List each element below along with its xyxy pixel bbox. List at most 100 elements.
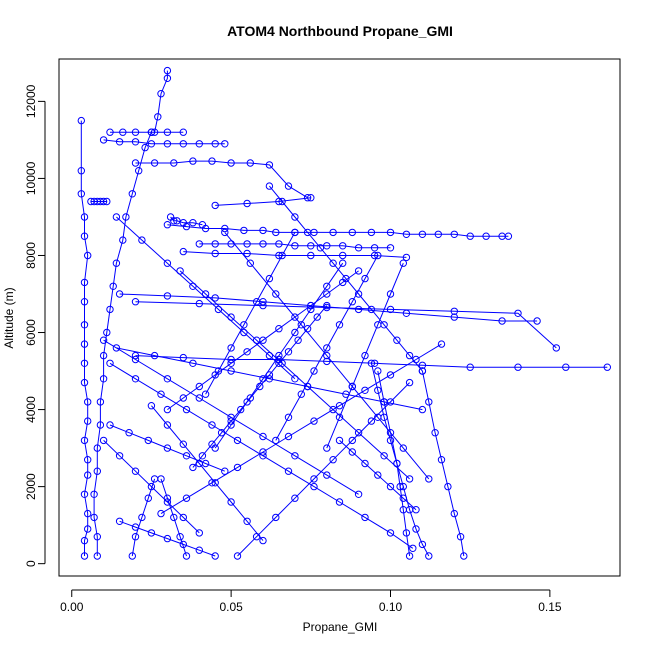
data-point [138, 236, 146, 244]
data-point [265, 182, 274, 190]
series-line [224, 232, 430, 480]
series-trace [77, 116, 92, 560]
data-point [514, 363, 522, 371]
series-line [154, 70, 168, 133]
data-point [393, 336, 401, 344]
series-line [199, 243, 391, 249]
data-point [243, 517, 251, 525]
data-point [208, 157, 216, 165]
data-point [179, 219, 188, 227]
data-point [402, 253, 411, 262]
series-trace [179, 247, 411, 262]
data-point [214, 367, 223, 375]
data-point [80, 298, 89, 306]
data-point [115, 138, 124, 146]
series-trace [131, 157, 312, 202]
data-point [80, 359, 89, 367]
data-point [163, 66, 172, 75]
data-point [460, 552, 468, 560]
data-point [380, 452, 388, 460]
data-point [323, 471, 331, 479]
data-point [278, 197, 286, 206]
data-point [179, 140, 188, 148]
data-point [112, 213, 121, 221]
series-trace [221, 228, 433, 483]
data-point [348, 298, 356, 306]
data-point [115, 517, 124, 525]
data-point [291, 228, 299, 237]
data-point [466, 363, 474, 371]
data-point [131, 128, 140, 136]
data-point [323, 351, 331, 360]
data-point [425, 552, 433, 560]
data-point [405, 552, 414, 560]
data-point [361, 274, 369, 283]
series-trace [272, 251, 382, 445]
data-point [163, 375, 172, 383]
data-point [99, 197, 108, 206]
data-point [552, 344, 560, 352]
data-point [90, 513, 98, 522]
series-trace [176, 267, 414, 483]
series-line [151, 405, 264, 541]
data-point [393, 459, 401, 468]
data-point [412, 506, 420, 514]
data-point [361, 513, 369, 522]
data-point [227, 367, 235, 375]
data-point [131, 375, 140, 383]
data-point [135, 167, 143, 175]
series-trace [115, 517, 219, 560]
data-point [291, 242, 299, 250]
data-point [297, 321, 305, 329]
data-point [80, 536, 89, 545]
data-point [297, 390, 305, 398]
data-point [221, 140, 229, 148]
data-point [514, 309, 522, 317]
data-point [412, 525, 420, 533]
data-point [450, 307, 458, 315]
data-point [176, 533, 184, 541]
data-point [409, 544, 417, 552]
x-tick-label: 0.10 [379, 600, 403, 614]
series-line [269, 185, 423, 372]
data-point [374, 251, 382, 260]
data-point [335, 321, 344, 329]
data-point [313, 313, 321, 321]
series-trace [211, 194, 315, 210]
data-point [173, 217, 181, 225]
data-point [275, 240, 283, 248]
data-point [93, 552, 102, 560]
data-point [179, 440, 188, 448]
data-point [109, 282, 117, 290]
data-point [80, 321, 89, 329]
series-line [183, 251, 407, 258]
series-trace [99, 436, 204, 537]
data-point [131, 355, 140, 364]
data-point [237, 405, 245, 414]
data-point [374, 386, 382, 394]
series-line [237, 382, 410, 557]
series-trace [128, 475, 159, 560]
data-point [99, 436, 108, 445]
data-point [272, 290, 280, 298]
data-point [99, 375, 108, 383]
x-axis-label: Propane_GMI [303, 620, 378, 634]
data-point [323, 444, 331, 452]
data-point [418, 230, 427, 239]
data-point [227, 421, 235, 429]
data-point [96, 398, 105, 406]
data-point [131, 351, 140, 360]
data-point [119, 128, 127, 136]
data-point [367, 417, 376, 425]
data-point [179, 513, 188, 522]
data-point [354, 490, 363, 498]
data-point [84, 471, 92, 479]
data-point [284, 432, 293, 441]
data-point [195, 140, 204, 148]
series-trace [99, 136, 229, 148]
data-point [386, 529, 395, 537]
data-point [195, 394, 204, 402]
data-point [227, 344, 235, 352]
series-trace [201, 228, 299, 398]
data-point [265, 351, 274, 360]
